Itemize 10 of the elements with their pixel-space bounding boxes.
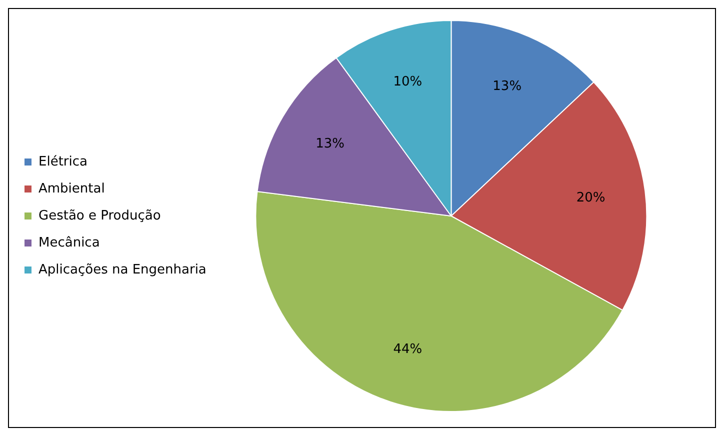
data-label: 20% bbox=[576, 190, 606, 206]
data-label: 44% bbox=[393, 342, 422, 358]
legend-label: Elétrica bbox=[38, 154, 88, 170]
legend-label: Ambiental bbox=[38, 181, 105, 196]
data-label: 13% bbox=[492, 79, 522, 94]
data-label: 13% bbox=[316, 136, 344, 152]
legend-label: Aplicações na Engenharia bbox=[38, 262, 206, 278]
legend-label: Mecânica bbox=[38, 235, 100, 250]
legend-label: Gestão e Produção bbox=[38, 208, 161, 224]
data-label: 10% bbox=[393, 74, 422, 90]
